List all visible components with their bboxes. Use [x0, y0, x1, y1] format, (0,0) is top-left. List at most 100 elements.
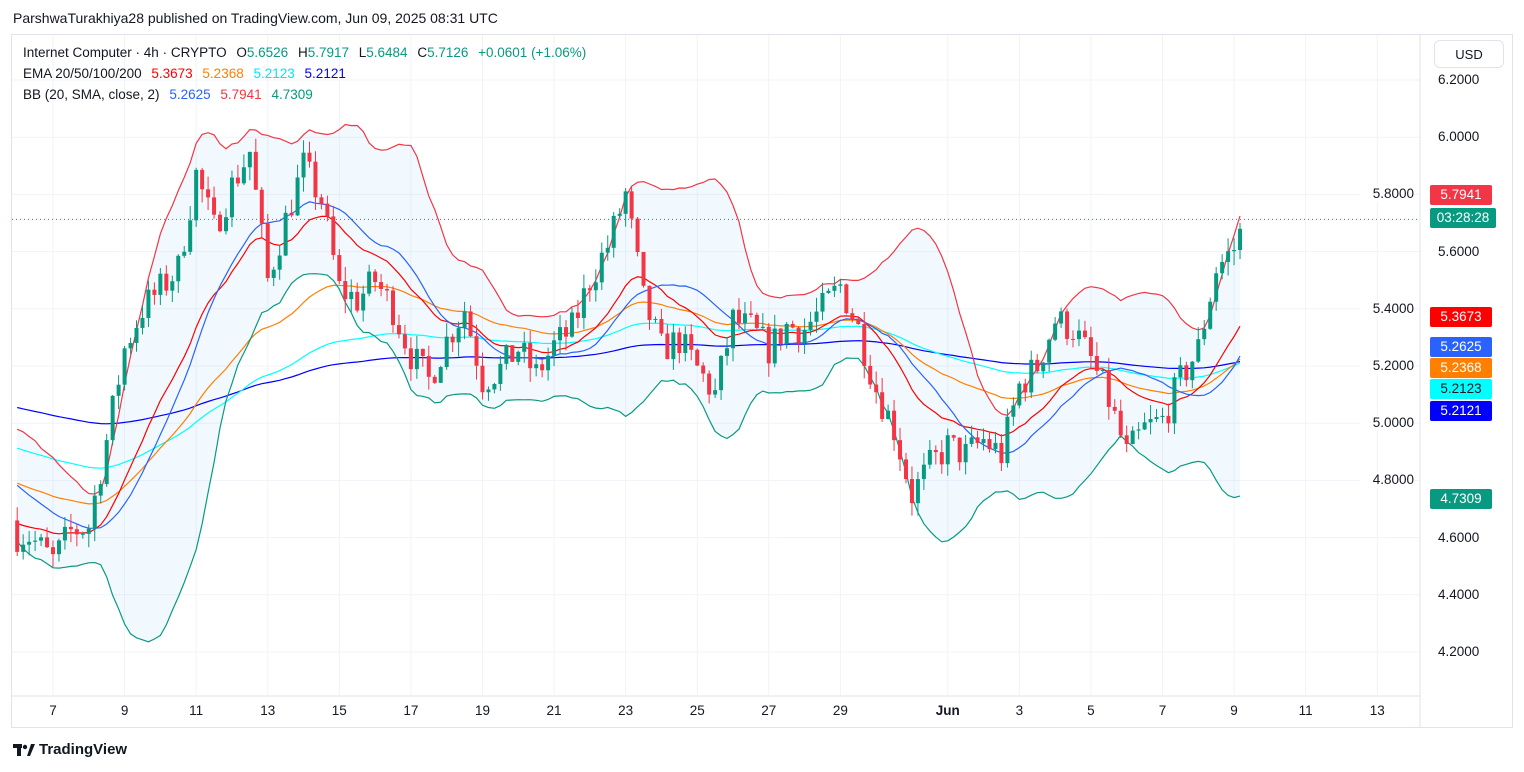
candle — [474, 324, 479, 380]
candle-body — [1011, 405, 1016, 417]
candle — [265, 213, 270, 282]
candle-body — [921, 464, 926, 480]
candle — [981, 428, 986, 451]
legend-ema[interactable]: EMA 20/50/100/200 5.3673 5.2368 5.2123 5… — [23, 66, 352, 81]
candle — [56, 538, 61, 562]
candle — [665, 324, 670, 360]
candle — [1023, 378, 1028, 402]
candle-body — [886, 410, 891, 419]
candle-body — [218, 214, 223, 232]
candle — [1082, 320, 1087, 339]
candle-body — [850, 313, 855, 320]
candle-body — [92, 495, 97, 529]
price-tick-label: 5.0000 — [1360, 415, 1414, 432]
legend-bb[interactable]: BB (20, SMA, close, 2) 5.2625 5.7941 4.7… — [23, 87, 319, 102]
candle — [1094, 342, 1099, 376]
candle — [146, 280, 151, 328]
candle-body — [1166, 415, 1171, 424]
candle — [170, 275, 175, 303]
time-tick-label: 7 — [1158, 703, 1167, 718]
candle-body — [116, 384, 121, 396]
candle-body — [593, 282, 598, 291]
candle — [945, 428, 950, 476]
candle-body — [903, 459, 908, 480]
candle-body — [110, 395, 115, 441]
candle-body — [665, 333, 670, 360]
price-tick-label: 5.4000 — [1360, 300, 1414, 317]
candle — [235, 164, 240, 187]
candle-body — [492, 383, 497, 390]
candle-body — [134, 327, 139, 343]
candle-body — [814, 311, 819, 322]
candle — [1232, 238, 1237, 266]
high-value: 5.7917 — [307, 45, 349, 60]
candle-body — [575, 312, 580, 319]
candle — [611, 212, 616, 258]
ema100-price-label: 5.2123 — [1430, 379, 1492, 399]
candle-body — [915, 479, 920, 504]
candle — [689, 324, 694, 361]
candle — [963, 434, 968, 475]
candle — [45, 527, 50, 548]
candle — [277, 244, 282, 280]
candle-body — [1017, 383, 1022, 406]
tradingview-logo[interactable]: TradingView — [13, 741, 127, 758]
candle — [719, 355, 724, 401]
candle-body — [1160, 415, 1165, 418]
candle-body — [701, 365, 706, 374]
candle — [1184, 361, 1189, 387]
candle-body — [1136, 429, 1141, 431]
time-tick-label: 19 — [474, 703, 490, 718]
candle — [552, 331, 557, 367]
time-tick-label: Jun — [935, 703, 960, 718]
candle — [695, 348, 700, 367]
candle-body — [552, 340, 557, 356]
candle — [253, 138, 258, 191]
candle — [736, 298, 741, 330]
candle — [778, 328, 783, 351]
candle — [444, 323, 449, 370]
candle-body — [391, 290, 396, 326]
candle — [569, 307, 574, 338]
candle-body — [379, 282, 384, 289]
candle-body — [450, 336, 455, 343]
time-tick-label: 7 — [49, 703, 57, 718]
candle — [438, 365, 443, 383]
candle-body — [1178, 365, 1183, 378]
candle — [814, 297, 819, 333]
candle-body — [868, 365, 873, 385]
candle-body — [641, 251, 646, 286]
candle-body — [790, 323, 795, 328]
candle-body — [385, 288, 390, 291]
legend-ohlc: Internet Computer · 4h · CRYPTO O5.6526 … — [23, 45, 592, 60]
candle-body — [677, 332, 682, 354]
ema20-price-label: 5.3673 — [1430, 307, 1492, 327]
candle — [903, 452, 908, 484]
candle-body — [1124, 435, 1129, 444]
candle-body — [862, 324, 867, 366]
candle — [27, 531, 32, 556]
candle — [522, 331, 527, 363]
currency-button[interactable]: USD — [1434, 40, 1504, 68]
candle-body — [1100, 369, 1105, 371]
candle — [241, 154, 246, 186]
candle-body — [444, 336, 449, 368]
candle — [432, 374, 437, 384]
candle — [558, 314, 563, 355]
candle — [1136, 422, 1141, 440]
candle — [1226, 238, 1231, 276]
candle-body — [927, 449, 932, 465]
candle-body — [898, 440, 903, 460]
candle-body — [367, 271, 372, 294]
candle — [999, 434, 1004, 471]
candle-body — [45, 537, 50, 548]
candle-body — [283, 212, 288, 256]
candle — [1029, 350, 1034, 399]
ema100-line — [17, 322, 1241, 469]
candle — [892, 399, 897, 451]
candle — [110, 395, 115, 446]
candle — [635, 216, 640, 257]
candle-body — [128, 342, 133, 349]
candle-body — [486, 389, 491, 393]
